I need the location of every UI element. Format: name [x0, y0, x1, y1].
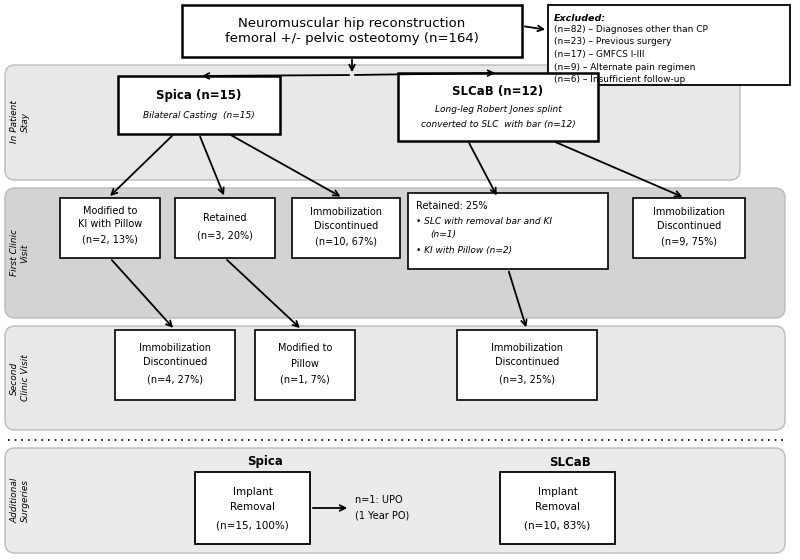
Text: Immobilization: Immobilization — [491, 343, 563, 353]
Bar — [182, 5, 522, 57]
Text: Spica: Spica — [247, 455, 283, 469]
Text: (n=1): (n=1) — [430, 231, 456, 240]
Text: (n=2, 13%): (n=2, 13%) — [82, 235, 138, 245]
Text: Removal: Removal — [535, 502, 580, 512]
Bar — [118, 76, 280, 134]
Text: Implant: Implant — [233, 487, 273, 497]
Text: Immobilization: Immobilization — [653, 207, 725, 217]
Text: Spica (n=15): Spica (n=15) — [156, 90, 242, 102]
Text: SLCaB: SLCaB — [549, 455, 591, 469]
Text: (n=4, 27%): (n=4, 27%) — [147, 375, 203, 385]
Bar — [457, 330, 597, 400]
Bar — [175, 198, 275, 258]
Text: Discontinued: Discontinued — [314, 221, 378, 231]
Bar — [255, 330, 355, 400]
Text: Long-leg Robert Jones splint: Long-leg Robert Jones splint — [434, 105, 562, 114]
Bar — [398, 73, 598, 141]
Text: Neuromuscular hip reconstruction
femoral +/- pelvic osteotomy (n=164): Neuromuscular hip reconstruction femoral… — [225, 17, 479, 45]
FancyBboxPatch shape — [5, 65, 740, 180]
Text: (n=9, 75%): (n=9, 75%) — [661, 237, 717, 247]
Bar — [500, 472, 615, 544]
Bar — [408, 193, 608, 269]
Text: Modified to: Modified to — [83, 206, 137, 216]
Text: (n=10, 67%): (n=10, 67%) — [315, 237, 377, 247]
Text: (n=23) – Previous surgery: (n=23) – Previous surgery — [554, 38, 671, 46]
Bar — [195, 472, 310, 544]
Text: Excluded:: Excluded: — [554, 14, 606, 23]
Bar — [292, 198, 400, 258]
Text: (1 Year PO): (1 Year PO) — [355, 511, 410, 521]
Text: Bilateral Casting  (n=15): Bilateral Casting (n=15) — [143, 110, 255, 119]
Text: Modified to: Modified to — [278, 343, 332, 353]
Text: Discontinued: Discontinued — [495, 357, 559, 367]
Text: SLCaB (n=12): SLCaB (n=12) — [453, 85, 543, 97]
Text: Retained: 25%: Retained: 25% — [416, 201, 487, 211]
Text: Implant: Implant — [538, 487, 578, 497]
Text: n=1: UPO: n=1: UPO — [355, 495, 402, 505]
Text: Immobilization: Immobilization — [139, 343, 211, 353]
Bar — [115, 330, 235, 400]
Text: (n=17) – GMFCS I-III: (n=17) – GMFCS I-III — [554, 50, 645, 59]
FancyBboxPatch shape — [5, 188, 785, 318]
Text: (n=1, 7%): (n=1, 7%) — [280, 375, 330, 385]
Text: Removal: Removal — [230, 502, 275, 512]
Text: KI with Pillow: KI with Pillow — [78, 219, 142, 229]
Text: In Patient
Stay: In Patient Stay — [10, 101, 30, 143]
FancyBboxPatch shape — [5, 448, 785, 553]
Text: (n=10, 83%): (n=10, 83%) — [524, 520, 590, 530]
Text: Discontinued: Discontinued — [143, 357, 207, 367]
Bar — [633, 198, 745, 258]
Text: (n=6) – Insufficient follow-up: (n=6) – Insufficient follow-up — [554, 75, 686, 84]
Text: Second
Clinic Visit: Second Clinic Visit — [10, 354, 30, 402]
Bar — [60, 198, 160, 258]
Text: (n=3, 25%): (n=3, 25%) — [499, 375, 555, 385]
Text: First Clinic
Visit: First Clinic Visit — [10, 230, 30, 277]
Text: Additional
Surgeries: Additional Surgeries — [10, 477, 30, 522]
Text: (n=9) – Alternate pain regimen: (n=9) – Alternate pain regimen — [554, 63, 695, 72]
Text: Discontinued: Discontinued — [657, 221, 721, 231]
Text: (n=15, 100%): (n=15, 100%) — [216, 520, 289, 530]
Text: (n=82) – Diagnoses other than CP: (n=82) – Diagnoses other than CP — [554, 25, 708, 34]
Bar — [548, 5, 790, 85]
Text: (n=3, 20%): (n=3, 20%) — [197, 231, 253, 241]
Text: converted to SLC  with bar (n=12): converted to SLC with bar (n=12) — [421, 119, 575, 128]
Text: Pillow: Pillow — [291, 359, 319, 369]
Text: Retained: Retained — [203, 213, 246, 223]
Text: • KI with Pillow (n=2): • KI with Pillow (n=2) — [416, 246, 512, 255]
Text: • SLC with removal bar and KI: • SLC with removal bar and KI — [416, 217, 552, 226]
Text: Immobilization: Immobilization — [310, 207, 382, 217]
FancyBboxPatch shape — [5, 326, 785, 430]
